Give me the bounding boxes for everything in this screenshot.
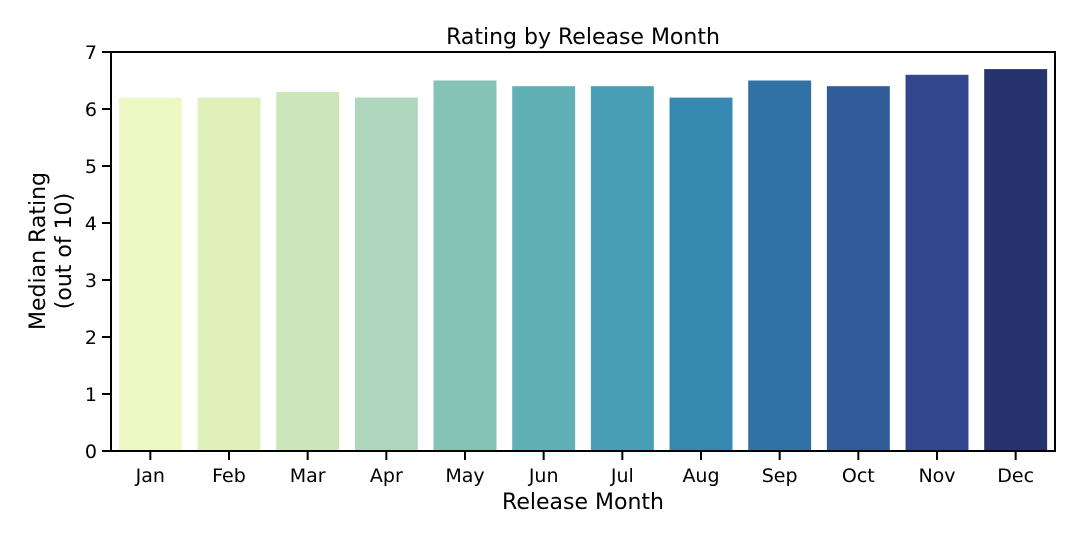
y-axis-label-line-1: Median Rating [26, 172, 51, 330]
x-tick-label-jan: Jan [135, 465, 165, 487]
chart-title: Rating by Release Month [446, 25, 720, 50]
axes-layer: 0 1 2 3 4 5 6 7 Jan Feb Mar Apr May Jun Jul Aug Sep Oct No… [85, 42, 1056, 487]
bar-jan [118, 97, 182, 451]
y-tick-label: 0 [85, 441, 97, 463]
y-tick-label: 5 [85, 156, 97, 178]
plot-frame [110, 51, 1056, 452]
y-tick-label: 3 [85, 270, 97, 292]
bar-jul [590, 86, 654, 451]
bar-feb [197, 97, 261, 451]
x-tick-label-dec: Dec [997, 465, 1034, 487]
x-axis-label: Release Month [502, 490, 664, 515]
bar-dec [984, 69, 1048, 451]
x-tick-label-aug: Aug [682, 465, 719, 487]
bar-nov [905, 74, 969, 452]
bar-apr [354, 97, 418, 451]
x-tick-label-jun: Jun [528, 465, 559, 487]
x-tick-label-may: May [445, 465, 484, 487]
y-tick-label: 6 [85, 99, 97, 121]
x-tick-label-apr: Apr [370, 465, 403, 487]
bar-may [433, 80, 497, 451]
bar-oct [826, 86, 890, 451]
y-tick-label: 4 [85, 213, 97, 235]
bar-mar [276, 91, 340, 452]
x-tick-label-jul: Jul [610, 465, 634, 487]
bars-layer [118, 69, 1048, 452]
bar-sep [748, 80, 812, 451]
y-tick-label: 7 [85, 42, 97, 64]
y-tick-label: 1 [85, 384, 97, 406]
x-tick-label-mar: Mar [290, 465, 326, 487]
y-axis-label-group: Median Rating (out of 10) [26, 172, 77, 330]
bar-aug [669, 97, 733, 451]
y-axis-label-line-2: (out of 10) [52, 193, 77, 309]
x-tick-label-sep: Sep [762, 465, 798, 487]
x-tick-label-nov: Nov [918, 465, 955, 487]
x-tick-label-oct: Oct [842, 465, 875, 487]
y-tick-label: 2 [85, 327, 97, 349]
bar-jun [512, 86, 576, 451]
x-tick-label-feb: Feb [212, 465, 246, 487]
